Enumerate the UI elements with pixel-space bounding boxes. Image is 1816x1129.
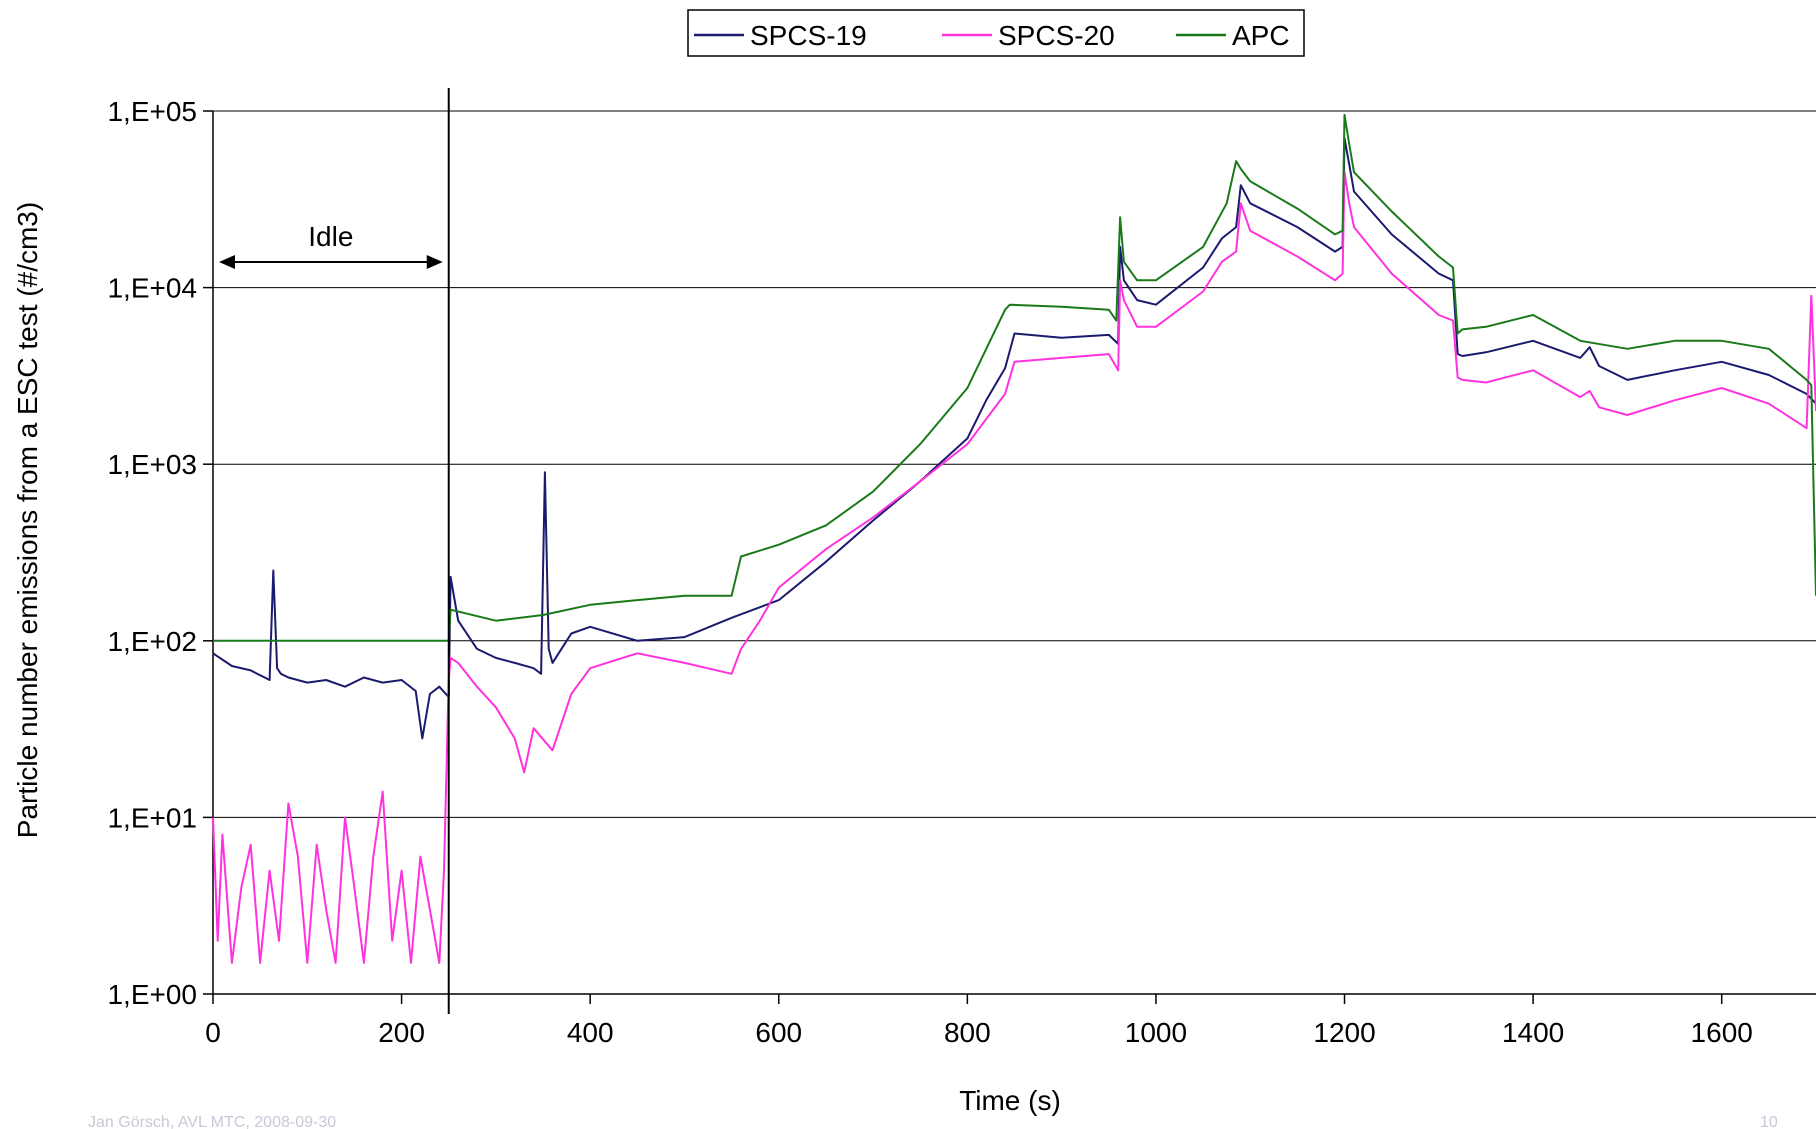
x-tick-label-8: 1600 — [1691, 1017, 1753, 1048]
axes — [203, 110, 1816, 1004]
legend-label-spcs-19: SPCS-19 — [750, 20, 867, 51]
page-number: 10 — [1760, 1114, 1778, 1129]
idle-arrow-right-head — [426, 255, 443, 269]
y-axis-title: Particle number emissions from a ESC tes… — [12, 202, 43, 838]
x-tick-label-6: 1200 — [1313, 1017, 1375, 1048]
legend-label-spcs-20: SPCS-20 — [998, 20, 1115, 51]
x-tick-label-2: 400 — [567, 1017, 614, 1048]
series-line-apc — [213, 113, 1816, 642]
legend-label-apc: APC — [1232, 20, 1290, 51]
series-lines — [212, 113, 1816, 964]
y-tick-label-5: 1,E+05 — [107, 96, 197, 127]
x-tick-label-7: 1400 — [1502, 1017, 1564, 1048]
idle-annotation: Idle — [219, 221, 443, 269]
gridlines — [213, 110, 1816, 818]
y-tick-label-4: 1,E+04 — [107, 273, 197, 304]
x-tick-label-0: 0 — [205, 1017, 221, 1048]
series-line-spcs-19 — [212, 137, 1816, 740]
x-tick-label-1: 200 — [378, 1017, 425, 1048]
series-line-spcs-20 — [212, 171, 1816, 964]
x-tick-label-4: 800 — [944, 1017, 991, 1048]
footer-credit: Jan Görsch, AVL MTC, 2008-09-30 — [88, 1114, 336, 1129]
y-tick-label-2: 1,E+02 — [107, 626, 197, 657]
x-axis-title: Time (s) — [959, 1085, 1061, 1116]
x-tick-label-3: 600 — [755, 1017, 802, 1048]
y-tick-label-0: 1,E+00 — [107, 979, 197, 1010]
x-tick-label-5: 1000 — [1125, 1017, 1187, 1048]
legend-box — [687, 9, 1305, 57]
y-tick-label-3: 1,E+03 — [107, 449, 197, 480]
y-tick-label-1: 1,E+01 — [107, 802, 197, 833]
tick-labels: 1,E+00 1,E+01 1,E+02 1,E+03 1,E+04 1,E+05 0 200… — [107, 96, 1752, 1048]
idle-arrow-left-head — [219, 255, 235, 269]
legend: SPCS-19 SPCS-20 APC — [687, 9, 1305, 57]
idle-label: Idle — [308, 221, 353, 252]
